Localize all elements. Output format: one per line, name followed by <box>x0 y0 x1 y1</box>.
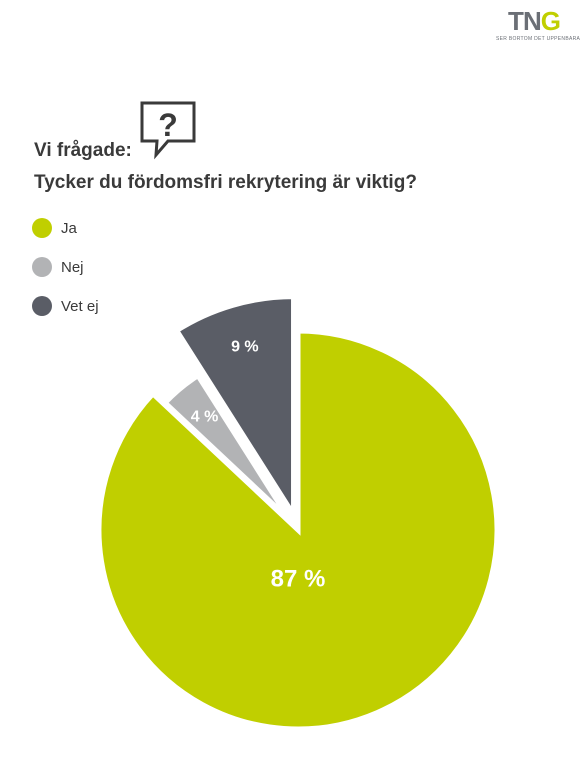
legend-swatch-ja <box>32 218 52 238</box>
pie-label-vet-ej: 9 % <box>231 338 259 355</box>
logo-letter-t: T <box>508 6 524 36</box>
question-title: Tycker du fördomsfri rekrytering är vikt… <box>34 172 417 193</box>
logo-letter-n: N <box>522 6 542 36</box>
legend-item-nej: Nej <box>32 257 99 277</box>
legend-item-vet-ej: Vet ej <box>32 296 99 316</box>
pie-slice-nej <box>161 372 292 522</box>
legend-label-vet-ej: Vet ej <box>61 297 99 315</box>
logo-mark: TNG <box>496 8 572 34</box>
legend-item-ja: Ja <box>32 218 99 238</box>
legend-swatch-vet-ej <box>32 296 52 316</box>
chart-legend: Ja Nej Vet ej <box>32 218 99 335</box>
legend-label-nej: Nej <box>61 258 84 276</box>
legend-swatch-nej <box>32 257 52 277</box>
asked-label: Vi frågade: <box>34 140 132 161</box>
logo-letter-g: G <box>540 6 561 36</box>
question-bubble-icon: ? <box>140 101 196 160</box>
logo-tagline: SER BORTOM DET UPPENBARA <box>496 36 580 42</box>
pie-slice-vet-ej <box>173 294 297 524</box>
pie-label-ja: 87 % <box>271 565 326 592</box>
legend-label-ja: Ja <box>61 219 77 237</box>
pie-label-nej: 4 % <box>191 408 219 425</box>
tng-logo: TNG SER BORTOM DET UPPENBARA <box>496 8 580 42</box>
pie-slice-ja <box>96 328 500 732</box>
svg-text:?: ? <box>158 107 178 143</box>
